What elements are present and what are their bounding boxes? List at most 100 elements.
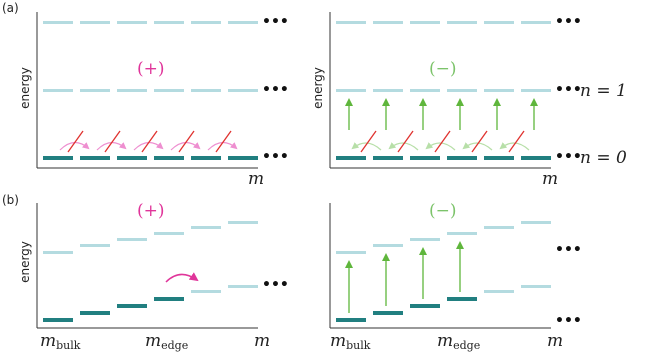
- level-b-r-u-5: [484, 226, 514, 229]
- m-bulk-label: mbulk: [330, 331, 371, 352]
- forbidden-cross: [215, 130, 232, 153]
- y-axis-label: energy: [18, 241, 32, 283]
- ellipsis-b-r-2: •••: [555, 313, 582, 329]
- level-b-r-g-2: [373, 311, 403, 315]
- forbidden-cross: [67, 130, 84, 153]
- panel-b: (b) energy m mbulk medge: [2, 193, 582, 352]
- level-a-l-u1-2: [80, 89, 110, 92]
- panel-a-right-forbidden-hops: [351, 130, 530, 153]
- level-b-l-g-2: [80, 311, 110, 315]
- plus-sign-label: (+): [137, 59, 165, 79]
- x-axis-label: m: [248, 169, 264, 189]
- panel-a: (a) energy m: [2, 1, 627, 189]
- level-b-l-e-5: [191, 290, 221, 293]
- x-axis-label: m: [254, 331, 270, 351]
- x-axis-label: m: [547, 331, 563, 351]
- level-a-r-u1-6: [521, 89, 551, 92]
- level-a-l-g-4: [154, 156, 184, 160]
- panel-b-left-axes: energy m mbulk medge: [18, 203, 270, 352]
- m-edge-label: medge: [437, 331, 480, 352]
- ellipsis-a-r-1: •••: [555, 14, 582, 30]
- level-a-r-u2-2: [373, 21, 403, 24]
- level-a-r-u1-1: [336, 89, 366, 92]
- level-a-r-u1-3: [410, 89, 440, 92]
- panel-b-vertical-transitions: [345, 241, 464, 313]
- level-b-l-u-1: [43, 251, 73, 254]
- level-a-l-u2-3: [117, 21, 147, 24]
- level-a-l-u2-6: [228, 21, 258, 24]
- panel-a-left-axes: energy m: [18, 12, 264, 189]
- level-a-l-u2-1: [43, 21, 73, 24]
- y-axis-label: energy: [18, 67, 32, 109]
- level-a-r-u2-6: [521, 21, 551, 24]
- forbidden-cross: [434, 130, 451, 153]
- level-a-l-g-6: [228, 156, 258, 160]
- panel-b-tag: (b): [2, 193, 19, 207]
- level-a-r-u1-5: [484, 89, 514, 92]
- level-a-r-g-1: [336, 156, 366, 160]
- level-b-l-e-6: [228, 285, 258, 288]
- m-bulk-label: mbulk: [40, 331, 81, 352]
- panel-b-right-levels: ••• •••: [336, 221, 582, 329]
- forbidden-cross: [508, 130, 525, 153]
- level-b-l-g-3: [117, 304, 147, 308]
- level-a-l-u2-4: [154, 21, 184, 24]
- forbidden-cross: [360, 130, 377, 153]
- level-a-r-u2-4: [447, 21, 477, 24]
- level-b-r-e-5: [484, 290, 514, 293]
- forbidden-cross: [178, 130, 195, 153]
- level-a-l-u2-2: [80, 21, 110, 24]
- level-a-r-g-4: [447, 156, 477, 160]
- panel-a-left-levels: ••• ••• •••: [43, 14, 289, 165]
- y-axis-label: energy: [311, 67, 325, 109]
- ellipsis-a-r-2: •••: [555, 82, 582, 98]
- ellipsis-a-l-1: •••: [262, 14, 289, 30]
- level-b-l-u-5: [191, 226, 221, 229]
- level-a-r-u2-5: [484, 21, 514, 24]
- level-a-l-u1-4: [154, 89, 184, 92]
- level-a-l-u1-5: [191, 89, 221, 92]
- forbidden-cross: [141, 130, 158, 153]
- level-a-r-g-6: [521, 156, 551, 160]
- level-a-r-u1-4: [447, 89, 477, 92]
- level-a-r-g-3: [410, 156, 440, 160]
- level-a-l-u1-1: [43, 89, 73, 92]
- level-a-l-u2-5: [191, 21, 221, 24]
- panel-a-right-axes: energy m: [311, 12, 558, 189]
- level-a-l-u1-6: [228, 89, 258, 92]
- level-a-l-g-3: [117, 156, 147, 160]
- level-b-r-g-1: [336, 318, 366, 322]
- level-a-r-g-2: [373, 156, 403, 160]
- level-b-r-g-3: [410, 304, 440, 308]
- panel-b-left-levels: •••: [43, 221, 289, 322]
- level-b-r-u-1: [336, 251, 366, 254]
- level-a-l-u1-3: [117, 89, 147, 92]
- level-b-r-u-2: [373, 244, 403, 247]
- n1-label: n = 1: [580, 81, 627, 101]
- level-b-l-g-1: [43, 318, 73, 322]
- plus-sign-label: (+): [137, 201, 165, 221]
- n0-label: n = 0: [580, 148, 627, 168]
- level-a-r-u2-1: [336, 21, 366, 24]
- level-a-r-u1-2: [373, 89, 403, 92]
- ellipsis-b-l: •••: [262, 277, 289, 293]
- edge-hop-arrow: [165, 272, 199, 283]
- minus-sign-label: (−): [429, 59, 457, 79]
- forbidden-cross: [471, 130, 488, 153]
- level-b-r-g-4: [447, 297, 477, 301]
- panel-a-forbidden-hops: [59, 130, 238, 153]
- panel-a-vertical-transitions: [345, 98, 538, 130]
- level-a-l-g-2: [80, 156, 110, 160]
- panel-b-right-axes: m mbulk medge: [329, 203, 563, 352]
- level-b-r-u-6: [521, 221, 551, 224]
- ellipsis-b-r-1: •••: [555, 242, 582, 258]
- level-b-l-u-3: [117, 238, 147, 241]
- level-b-l-g-4: [154, 297, 184, 301]
- forbidden-cross: [397, 130, 414, 153]
- panel-a-right-levels: ••• ••• •••: [336, 14, 582, 165]
- level-b-r-e-6: [521, 285, 551, 288]
- level-b-l-u-6: [228, 221, 258, 224]
- m-edge-label: medge: [145, 331, 188, 352]
- minus-sign-label: (−): [429, 201, 457, 221]
